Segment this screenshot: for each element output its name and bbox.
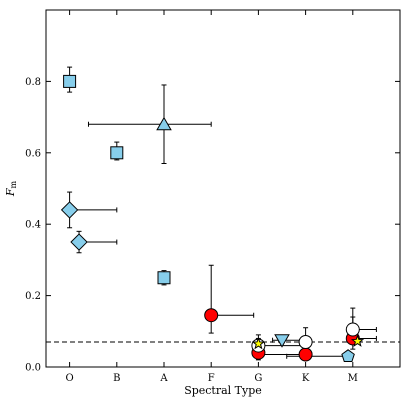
x-tick-label: O <box>65 373 73 384</box>
y-tick-label: 0.4 <box>25 220 41 231</box>
y-tick-label: 0.8 <box>25 77 41 88</box>
pentagon-marker <box>341 349 355 363</box>
y-axis-title: Fm <box>4 180 18 197</box>
diamond-marker <box>60 201 79 219</box>
square-marker <box>157 271 171 285</box>
diamond-marker <box>70 233 88 251</box>
y-tick-label: 0.2 <box>25 291 41 302</box>
y-axis-title-main: F <box>4 188 17 197</box>
star-marker <box>251 336 265 350</box>
square-marker <box>63 74 77 88</box>
x-axis-title: Spectral Type <box>184 384 262 397</box>
circle-marker <box>298 347 313 362</box>
y-tick-label: 0.6 <box>25 148 41 159</box>
y-tick-label: 0.0 <box>25 363 41 374</box>
tick-layer: 0.0 0.2 0.4 0.6 0.8 O B A F G K M <box>25 10 400 384</box>
x-tick-label: B <box>113 373 120 384</box>
x-tick-label: A <box>159 373 168 384</box>
x-tick-label: M <box>348 373 358 384</box>
x-tick-label: G <box>254 373 262 384</box>
circle-marker <box>298 335 313 350</box>
star-marker <box>350 334 365 347</box>
square-marker <box>110 146 124 160</box>
triangle-up-marker <box>156 116 172 131</box>
plot-frame <box>45 9 401 368</box>
circle-marker <box>204 308 219 323</box>
x-tick-label: F <box>208 373 215 384</box>
y-axis-title-sub: m <box>9 180 18 188</box>
x-tick-label: K <box>302 373 310 384</box>
triangle-down-marker <box>274 334 290 348</box>
circle-marker <box>345 322 360 337</box>
plot-layer <box>46 66 400 363</box>
